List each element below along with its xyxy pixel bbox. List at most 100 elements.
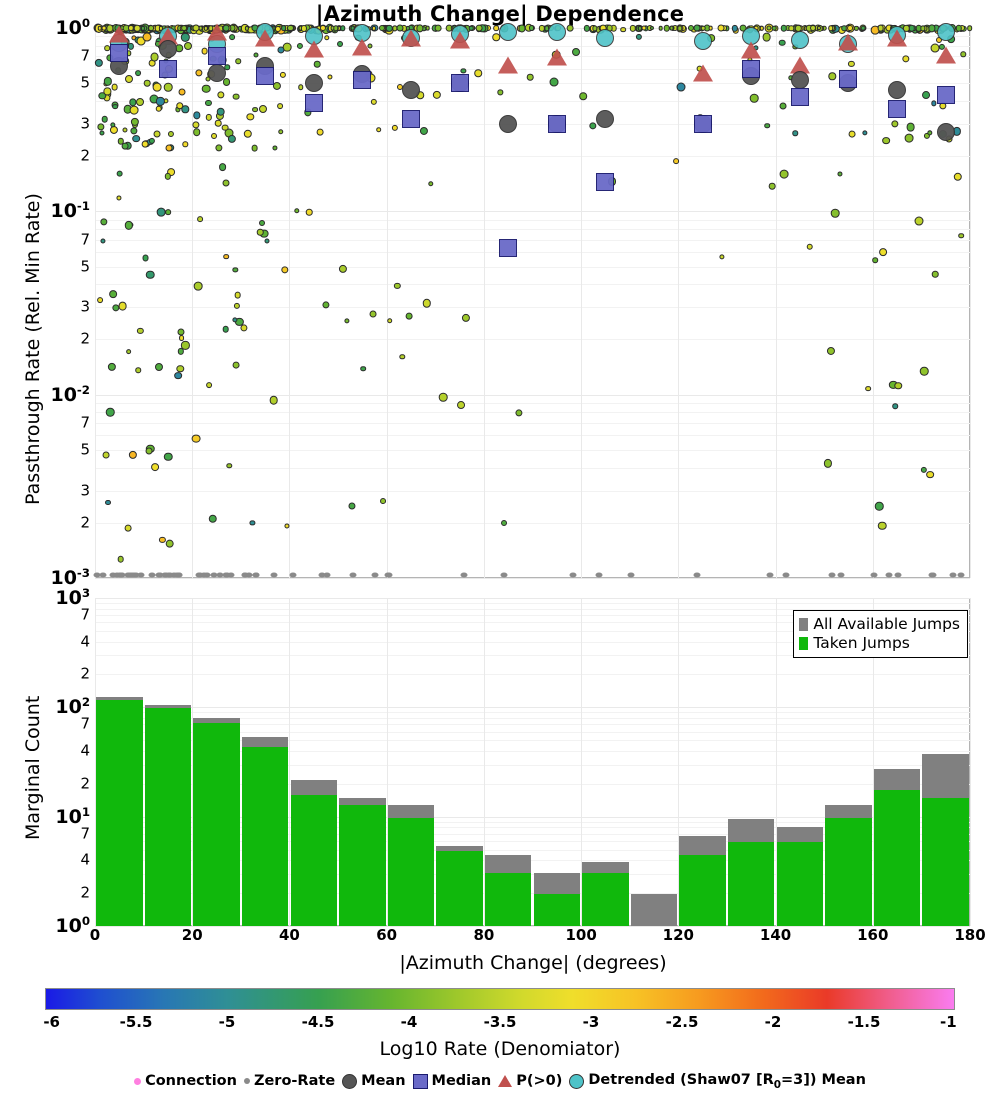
scatter-point-saturated — [372, 26, 377, 31]
zero-rate-marker — [126, 572, 133, 578]
scatter-point-saturated — [493, 25, 500, 32]
histogram-gridline-h — [95, 598, 970, 599]
scatter-point — [224, 64, 230, 71]
scatter-gridline-h — [95, 403, 970, 405]
scatter-point — [422, 299, 431, 308]
scatter-y-tick: 10-3 — [50, 565, 90, 590]
scatter-point — [921, 91, 930, 100]
scatter-point — [338, 264, 347, 273]
scatter-point — [153, 130, 161, 138]
scatter-point — [360, 365, 367, 372]
histogram-gridline-h — [95, 641, 970, 643]
scatter-point — [130, 117, 139, 126]
histogram-gridline-h — [95, 740, 970, 742]
scatter-point — [163, 83, 173, 92]
scatter-y-tick: 3 — [80, 114, 90, 133]
scatter-point — [164, 173, 171, 180]
scatter-gridline-h — [95, 123, 970, 125]
bar-taken-jumps — [873, 789, 921, 926]
scatter-point — [891, 120, 899, 128]
scatter-point — [193, 111, 201, 119]
histogram-y-axis-label: Marginal Count — [22, 695, 44, 840]
colorbar-tick: -3.5 — [483, 1013, 517, 1031]
scatter-gridline-h — [95, 490, 970, 492]
histogram-bar — [241, 598, 289, 926]
scatter-point — [296, 42, 304, 50]
scatter-point-saturated — [846, 25, 853, 32]
histogram-gridline-h — [95, 712, 970, 714]
scatter-point — [181, 105, 189, 113]
scatter-y-tick: 10-2 — [50, 382, 90, 406]
scatter-point-saturated — [518, 24, 526, 32]
zero-rate-marker — [245, 572, 253, 578]
scatter-gridline-h — [95, 156, 970, 158]
detrended-mean-marker — [936, 23, 955, 42]
scatter-point — [149, 137, 156, 144]
bar-taken-jumps — [922, 798, 969, 926]
scatter-point-saturated — [637, 26, 642, 31]
scatter-point — [177, 328, 185, 336]
scatter-point — [399, 354, 406, 360]
p-gt-0-marker — [352, 38, 373, 56]
scatter-point — [128, 450, 138, 459]
scatter-point — [474, 69, 483, 78]
scatter-gridline-h — [95, 100, 970, 102]
mean-icon — [342, 1073, 358, 1089]
scatter-point-saturated — [468, 26, 474, 31]
scatter-y-tick: 7 — [80, 413, 90, 432]
scatter-point — [155, 362, 164, 371]
scatter-point — [314, 60, 321, 68]
histogram-gridline-h — [95, 750, 970, 752]
zero-rate-marker — [203, 572, 211, 578]
scatter-point — [246, 113, 255, 121]
histogram-gridline-h — [95, 821, 970, 823]
histogram-gridline-v — [775, 598, 777, 926]
median-marker — [742, 59, 761, 78]
scatter-point — [566, 25, 574, 32]
zero-rate-marker — [957, 572, 965, 578]
scatter-point — [906, 122, 915, 132]
scatter-point — [269, 395, 278, 405]
scatter-point-saturated — [97, 26, 102, 31]
median-marker — [888, 100, 907, 119]
scatter-gridline-h — [95, 211, 970, 213]
scatter-point — [960, 51, 966, 57]
scatter-point — [116, 170, 123, 178]
scatter-point — [118, 301, 127, 311]
bar-taken-jumps — [193, 722, 240, 926]
zero-rate-marker — [156, 572, 164, 578]
median-marker — [547, 114, 566, 133]
scatter-point — [109, 290, 117, 299]
scatter-gridline-v — [192, 28, 194, 578]
scatter-point — [264, 238, 270, 244]
scatter-point — [221, 124, 229, 131]
scatter-point-saturated — [300, 25, 307, 32]
histogram-gridline-v — [192, 598, 194, 926]
scatter-point — [227, 135, 236, 144]
scatter-gridline-v — [678, 28, 680, 578]
bar-taken-jumps — [484, 873, 532, 926]
scatter-gridline-h — [95, 219, 970, 221]
legend-label-p-gt-0: P(>0) — [516, 1073, 563, 1090]
scatter-point — [205, 100, 212, 107]
mean-marker — [207, 63, 226, 82]
histogram-bar — [193, 598, 240, 926]
zero-rate-marker — [693, 572, 701, 578]
scatter-point — [222, 77, 231, 86]
scatter-gridline-h — [95, 412, 970, 414]
detrended-mean-marker — [499, 23, 518, 42]
scatter-point — [369, 310, 377, 318]
scatter-point — [205, 114, 212, 121]
scatter-point — [155, 105, 162, 112]
median-marker — [401, 109, 420, 128]
scatter-point — [132, 134, 141, 143]
scatter-point — [232, 317, 238, 323]
scatter-point-saturated — [663, 25, 670, 32]
scatter-y-tick: 3 — [80, 297, 90, 316]
bar-taken-jumps — [776, 841, 824, 926]
scatter-point-saturated — [772, 26, 777, 31]
histogram-y-tick: 4 — [80, 632, 90, 650]
scatter-point-saturated — [860, 26, 866, 31]
mean-marker — [790, 71, 809, 90]
scatter-point — [235, 58, 241, 64]
